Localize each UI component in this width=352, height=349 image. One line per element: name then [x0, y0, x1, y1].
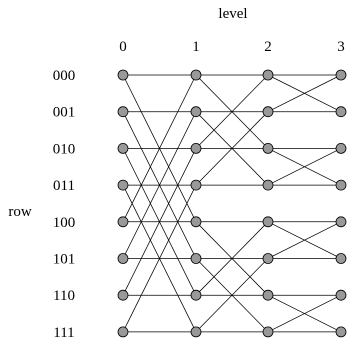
level-label: 0	[119, 39, 127, 55]
cross-edge	[195, 221, 269, 296]
network-node	[262, 106, 274, 118]
network-node	[335, 253, 347, 264]
level-labels: 0 1 2 3	[119, 39, 345, 55]
row-label: 011	[53, 178, 75, 194]
network-node	[117, 253, 129, 264]
row-label: 001	[53, 105, 76, 121]
network-node	[335, 289, 347, 301]
level-axis-label: level	[218, 6, 247, 22]
network-node	[190, 179, 202, 191]
network-edges	[122, 74, 342, 333]
network-node	[117, 289, 129, 301]
network-node	[262, 289, 274, 301]
network-node	[117, 179, 129, 191]
network-node	[335, 142, 347, 154]
network-node	[262, 216, 274, 228]
network-node	[117, 326, 129, 338]
network-node	[335, 326, 347, 338]
network-node	[335, 69, 347, 81]
row-labels: 000 001 010 011 100 101 110 111	[53, 68, 76, 341]
network-nodes	[117, 69, 347, 338]
network-node	[190, 69, 202, 81]
network-node	[117, 106, 129, 118]
row-axis-label: row	[8, 204, 31, 220]
cross-edge	[122, 111, 197, 259]
cross-edge	[122, 184, 197, 333]
cross-edge	[267, 294, 342, 333]
network-node	[190, 142, 202, 154]
level-label: 3	[337, 39, 345, 55]
cross-edge	[195, 74, 269, 149]
network-node	[190, 216, 202, 228]
cross-edge	[195, 258, 269, 333]
network-node	[190, 106, 202, 118]
network-node	[190, 253, 202, 264]
row-label: 111	[53, 325, 74, 341]
row-label: 110	[53, 288, 75, 304]
row-label: 010	[53, 141, 76, 157]
cross-edge	[122, 148, 197, 296]
cross-edge	[267, 74, 342, 113]
row-label: 100	[53, 215, 76, 231]
network-node	[117, 216, 129, 228]
level-label: 2	[264, 39, 272, 55]
row-label: 000	[53, 68, 76, 84]
level-label: 1	[192, 39, 200, 55]
network-node	[117, 69, 129, 81]
network-node	[262, 253, 274, 264]
network-node	[335, 216, 347, 228]
network-node	[335, 179, 347, 191]
network-node	[262, 179, 274, 191]
network-node	[335, 106, 347, 118]
row-label: 101	[53, 252, 76, 268]
network-node	[190, 289, 202, 301]
network-node	[262, 326, 274, 338]
network-node	[190, 326, 202, 338]
cross-edge	[195, 111, 269, 186]
network-node	[262, 69, 274, 81]
network-node	[117, 142, 129, 154]
cross-edge	[122, 74, 197, 222]
network-node	[262, 142, 274, 154]
cross-edge	[267, 148, 342, 186]
cross-edge	[267, 221, 342, 259]
